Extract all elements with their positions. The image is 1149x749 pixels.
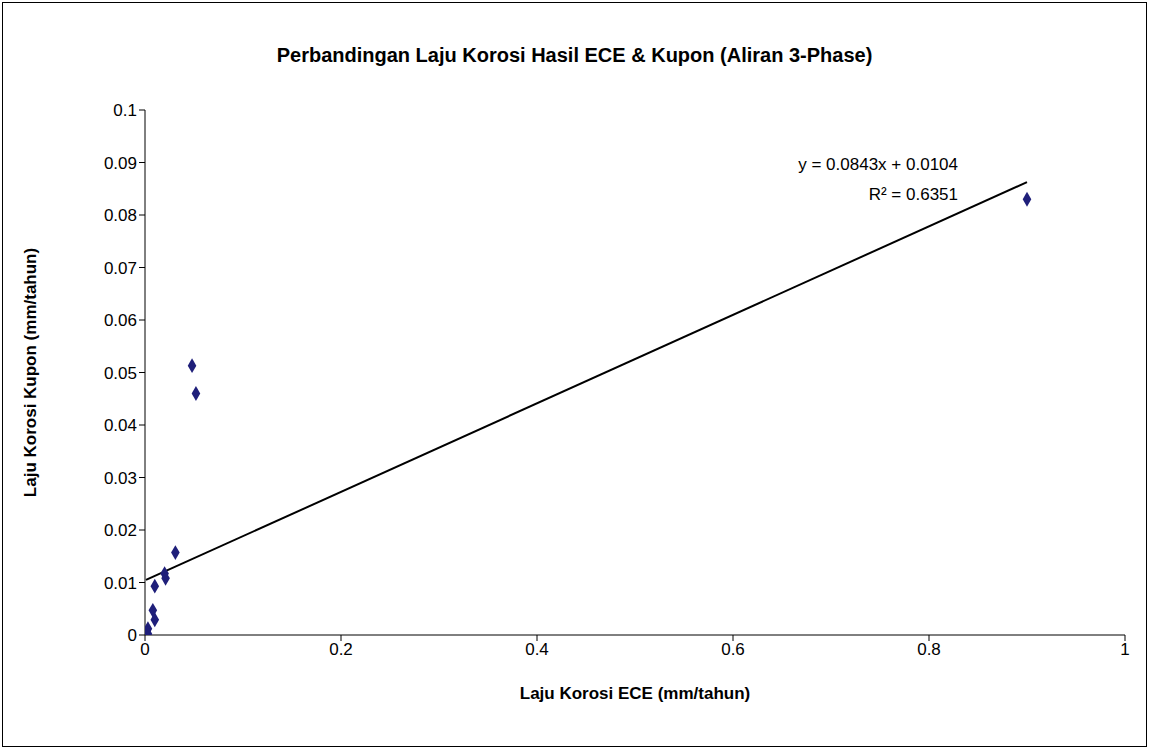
html-text:Perbandingan Laju Korosi Hasil: Perbandingan Laju Korosi Hasil ECE & Kup… — [276, 44, 873, 66]
svg-text:0.4: 0.4 — [525, 640, 549, 659]
svg-text:0.8: 0.8 — [917, 640, 941, 659]
svg-text:0.07: 0.07 — [104, 259, 137, 278]
svg-text:1: 1 — [1120, 640, 1129, 659]
svg-text:0.05: 0.05 — [104, 364, 137, 383]
svg-text:0.02: 0.02 — [104, 521, 137, 540]
html-text:y = 0.0843x + 0.0104: y = 0.0843x + 0.0104 — [798, 155, 958, 174]
html-text:R² = 0.6351: R² = 0.6351 — [868, 185, 958, 204]
svg-text:0.6: 0.6 — [721, 640, 745, 659]
svg-text:0: 0 — [140, 640, 149, 659]
svg-text:0.08: 0.08 — [104, 206, 137, 225]
svg-text:0.03: 0.03 — [104, 469, 137, 488]
svg-text:Laju Korosi ECE (mm/tahun): Laju Korosi ECE (mm/tahun) — [520, 684, 750, 703]
svg-text:Laju Korosi Kupon (mm/tahun): Laju Korosi Kupon (mm/tahun) — [21, 248, 40, 497]
svg-text:0: 0 — [128, 626, 137, 645]
svg-text:0.04: 0.04 — [104, 416, 137, 435]
svg-text:0.1: 0.1 — [113, 101, 137, 120]
svg-text:0.09: 0.09 — [104, 154, 137, 173]
svg-text:0.01: 0.01 — [104, 574, 137, 593]
svg-text:0.06: 0.06 — [104, 311, 137, 330]
svg-text:0.2: 0.2 — [329, 640, 353, 659]
